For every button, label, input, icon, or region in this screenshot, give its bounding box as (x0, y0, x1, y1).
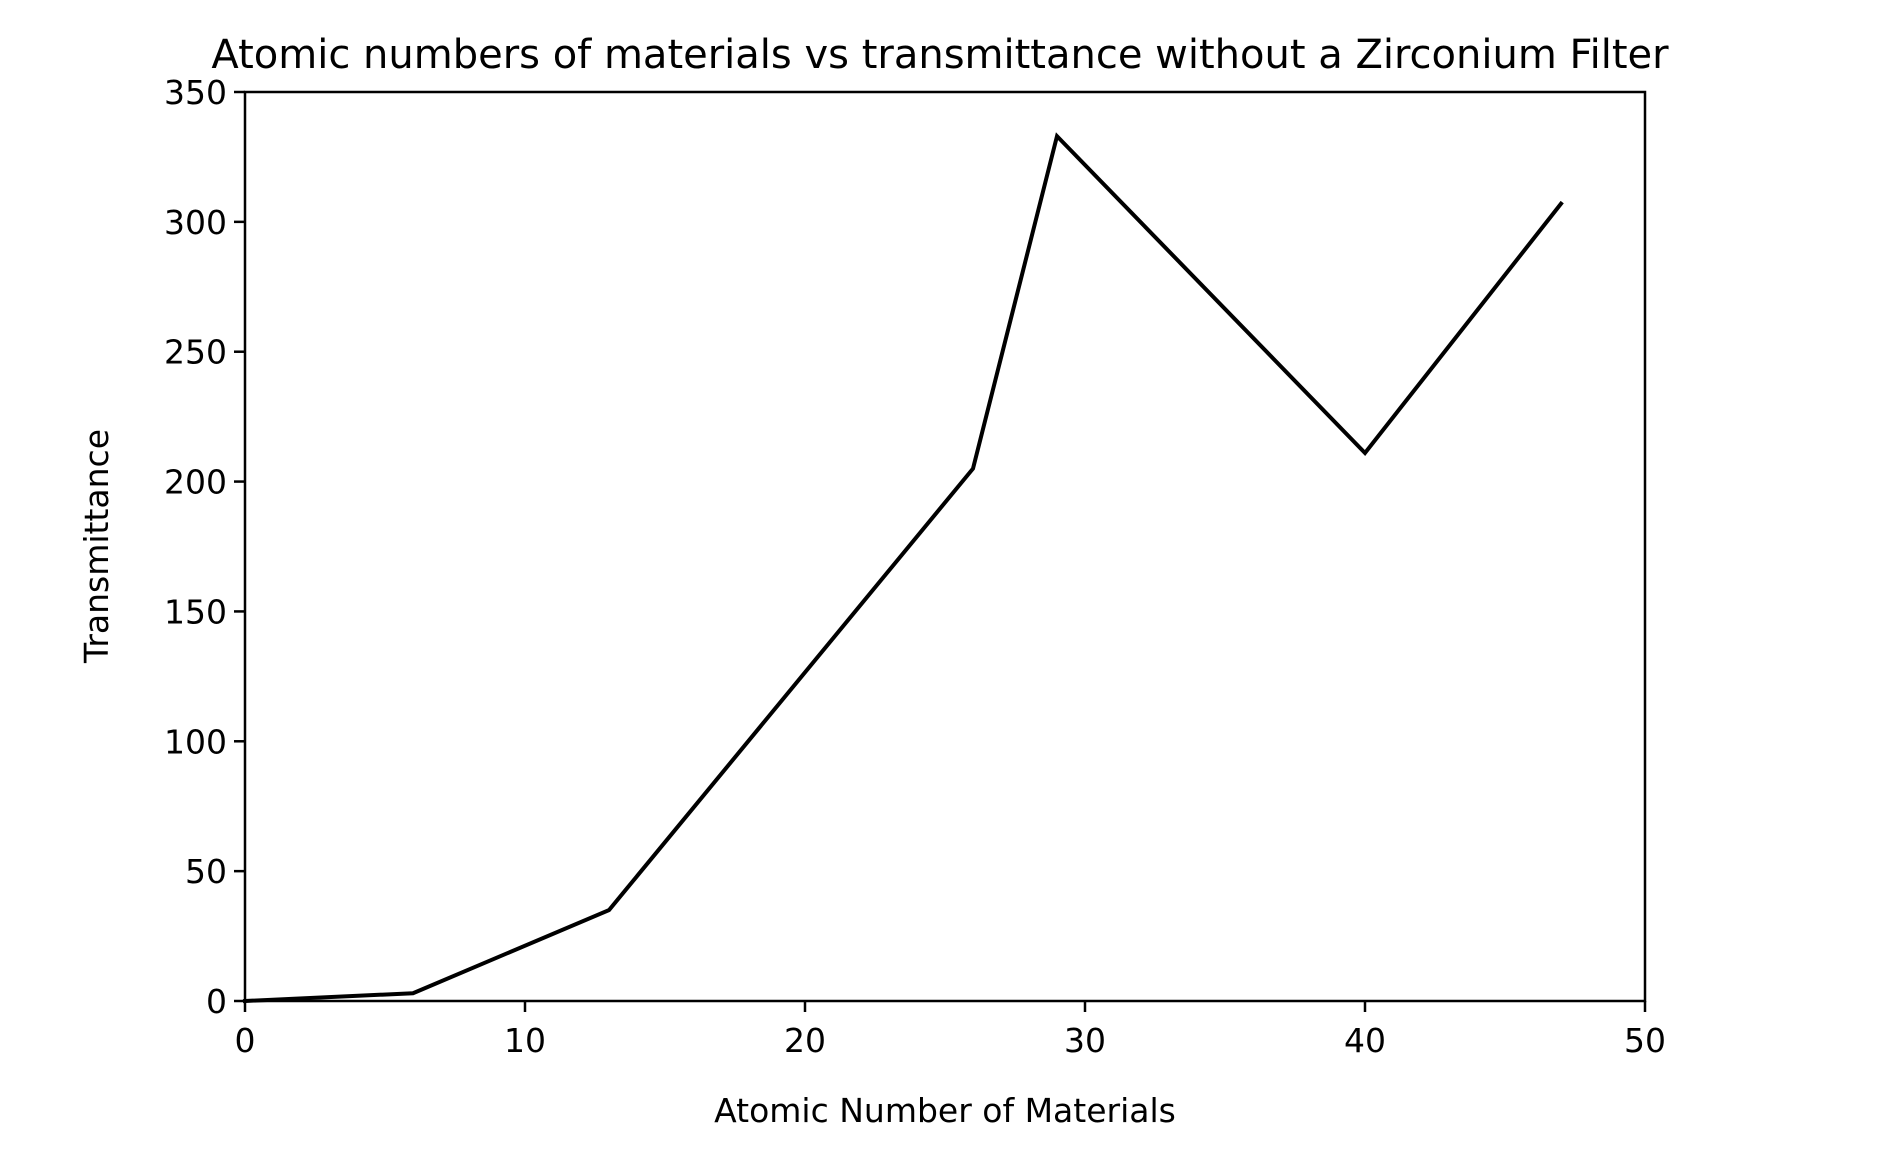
x-tick-label: 10 (504, 1021, 546, 1060)
x-tick-label: 20 (784, 1021, 826, 1060)
x-tick-label: 40 (1344, 1021, 1386, 1060)
series-line (242, 132, 1564, 1004)
x-axis-label: Atomic Number of Materials (714, 1091, 1176, 1130)
y-tick-label: 100 (164, 722, 227, 761)
x-tick-label: 50 (1624, 1021, 1666, 1060)
y-tick-label: 0 (206, 982, 227, 1021)
axes-frame (243, 90, 1647, 1003)
y-tick-label: 350 (164, 73, 227, 112)
x-tick-label: 30 (1064, 1021, 1106, 1060)
plot-area (242, 132, 1564, 1004)
y-tick-label: 250 (164, 333, 227, 372)
y-tick-label: 200 (164, 463, 227, 502)
y-tick-label: 300 (164, 203, 227, 242)
y-axis: 0 50 100 150 200 250 300 350 (164, 73, 245, 1021)
chart-title: Atomic numbers of materials vs transmitt… (211, 32, 1669, 78)
x-axis: 0 10 20 30 40 50 (235, 1001, 1666, 1060)
y-tick-label: 150 (164, 592, 227, 631)
y-tick-label: 50 (185, 852, 227, 891)
y-axis-label: Transmittance (77, 429, 116, 664)
x-tick-label: 0 (235, 1021, 256, 1060)
